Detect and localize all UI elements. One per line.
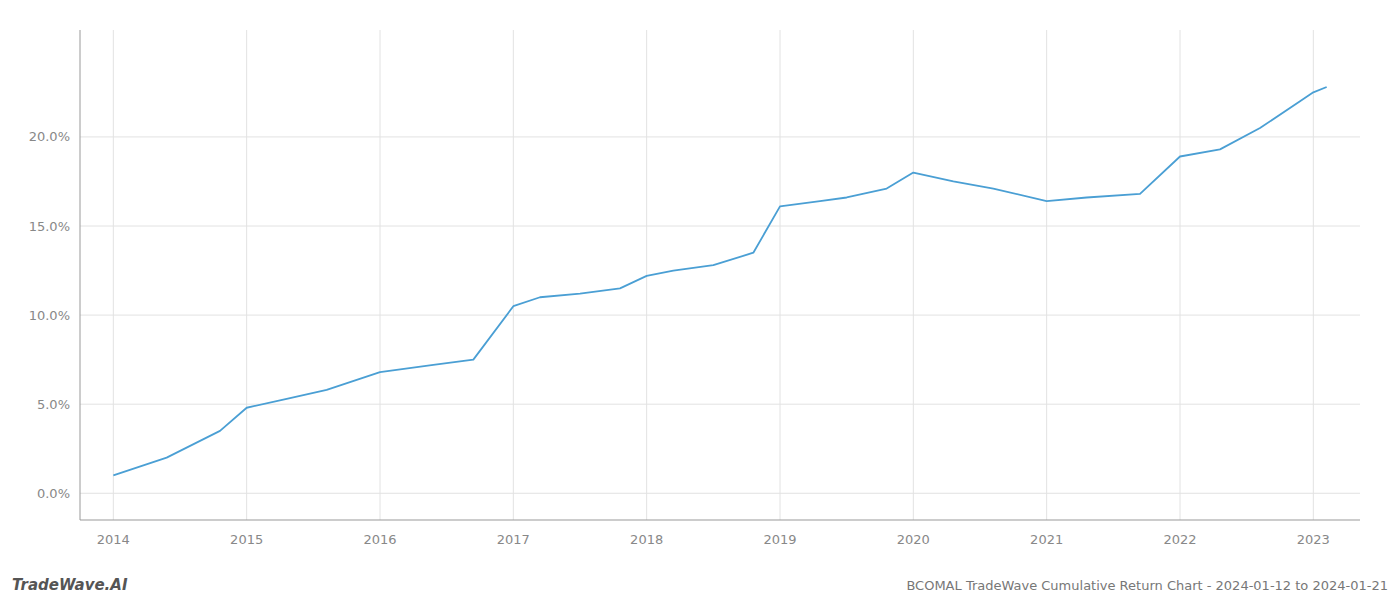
x-tick-label: 2015 (230, 532, 263, 547)
tick-labels: 2014 2015 2016 2017 2018 2019 2020 2021 2022 2023… (29, 129, 1330, 547)
plot-area (113, 87, 1326, 475)
y-tick-label: 5.0% (37, 397, 70, 412)
y-tick-label: 20.0% (29, 129, 70, 144)
y-tick-label: 15.0% (29, 219, 70, 234)
grid-line-x (380, 30, 381, 520)
line (113, 87, 1326, 475)
grid-line-x (913, 30, 914, 520)
grid-line-y (80, 404, 1360, 405)
watermark: TradeWave.AI (12, 576, 128, 594)
chart: 2014 2015 2016 2017 2018 2019 2020 2021 2022 2023… (0, 0, 1400, 600)
grid-line-x (246, 30, 247, 520)
y-tick-label: 0.0% (37, 486, 70, 501)
grid-line-x (1313, 30, 1314, 520)
x-tick-label: 2020 (897, 532, 930, 547)
x-tick-label: 2016 (363, 532, 396, 547)
x-tick-label: 2022 (1163, 532, 1196, 547)
grid (80, 30, 1360, 520)
grid-line-y (80, 493, 1360, 494)
x-tick-label: 2021 (1030, 532, 1063, 547)
title: BCOMAL TradeWave Cumulative Return Chart… (906, 578, 1388, 593)
grid-line-x (1180, 30, 1181, 520)
grid-line-y (80, 226, 1360, 227)
x-tick-label: 2017 (497, 532, 530, 547)
x-tick-label: 2023 (1297, 532, 1330, 547)
grid-line-x (1046, 30, 1047, 520)
grid-line-y (80, 136, 1360, 137)
y-tick-label: 10.0% (29, 308, 70, 323)
x-tick-label: 2018 (630, 532, 663, 547)
background (0, 0, 1400, 600)
grid-line-y (80, 315, 1360, 316)
grid-line-x (780, 30, 781, 520)
x-tick-label: 2014 (97, 532, 130, 547)
y-axis-line (80, 30, 81, 520)
grid-line-x (113, 30, 114, 520)
grid-line-x (513, 30, 514, 520)
x-axis-line (80, 520, 1360, 521)
x-tick-label: 2019 (763, 532, 796, 547)
